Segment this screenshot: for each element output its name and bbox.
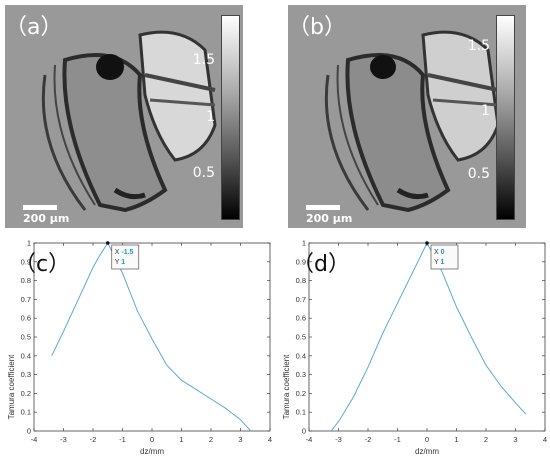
x-tick-label: 3	[513, 435, 517, 444]
y-tick-label: 0.9	[296, 257, 306, 266]
x-tick-label: -3	[335, 435, 342, 444]
colorbar-b-tick-high: 1.5	[467, 38, 490, 54]
x-tick-label: -2	[365, 435, 372, 444]
x-tick-label: 4	[543, 435, 547, 444]
y-tick-label: 0.8	[296, 276, 306, 285]
chart-d: -4 -3 -2 -1 0 1 2 3 4 0 0.1 0.2 0.3 0.4 0.5 0.6 0.7 0.8 0.…	[282, 239, 547, 457]
panel-label-c: （c）	[14, 252, 71, 277]
colorbar-b-tick-mid: 1	[481, 103, 490, 119]
y-tick-label: 0.9	[21, 257, 31, 266]
sample-image-a	[5, 5, 243, 228]
x-tick-label: 4	[268, 435, 272, 444]
x-axis-label: dz/mm	[140, 447, 164, 456]
x-tick-label: 2	[484, 435, 488, 444]
y-tick-label: 0.6	[296, 314, 306, 323]
colorbar-a-tick-high: 1.5	[192, 52, 215, 68]
x-tick-label: 1	[179, 435, 183, 444]
y-tick-label: 1	[302, 239, 306, 248]
image-panel-a: （a） 200 μm 1.5 1 0.5	[5, 5, 243, 228]
sample-image-b	[288, 5, 526, 228]
colorbar-a-tick-mid: 1	[206, 109, 215, 125]
datatip-y: Y 1	[115, 259, 126, 266]
y-tick-label: 0.7	[296, 295, 306, 304]
datatip-marker	[425, 241, 429, 245]
datatip-box	[111, 244, 140, 270]
image-panel-b: （b） 200 μm 1.5 1 0.5	[288, 5, 526, 228]
y-tick-label: 0.5	[21, 333, 31, 342]
panel-label-b: （b）	[288, 15, 346, 40]
y-tick-label: 0.1	[296, 408, 306, 417]
y-tick-label: 0.5	[296, 333, 306, 342]
plot-area	[33, 242, 271, 432]
x-tick-label: -2	[90, 435, 97, 444]
x-tick-label: -4	[31, 435, 38, 444]
colorbar-b-tick-low: 0.5	[467, 166, 490, 182]
colorbar-a-tick-low: 0.5	[192, 165, 215, 181]
scale-bar-a	[23, 205, 57, 210]
datatip-x: X -1.5	[115, 249, 134, 256]
panel-label-d: （d）	[292, 252, 350, 277]
y-tick-label: 0.2	[21, 389, 31, 398]
y-tick-label: 0	[302, 427, 306, 436]
x-tick-label: -1	[119, 435, 126, 444]
datatip-x: X 0	[434, 249, 445, 256]
x-tick-label: 1	[454, 435, 458, 444]
y-tick-label: 0.8	[21, 276, 31, 285]
y-axis-label: Tamura coefficient	[7, 354, 16, 420]
datatip-box	[430, 244, 459, 270]
y-tick-label: 0.6	[21, 314, 31, 323]
y-tick-label: 0	[27, 427, 31, 436]
x-tick-label: -1	[394, 435, 401, 444]
x-tick-label: -4	[306, 435, 313, 444]
colorbar-b	[496, 15, 515, 220]
x-axis-label: dz/mm	[415, 447, 439, 456]
panel-label-a: （a）	[5, 15, 63, 40]
y-axis-label: Tamura coefficient	[282, 354, 291, 420]
datatip-y: Y 1	[434, 259, 445, 266]
x-tick-label: -3	[60, 435, 67, 444]
y-tick-label: 1	[27, 239, 31, 248]
x-tick-label: 2	[209, 435, 213, 444]
x-tick-label: 0	[150, 435, 154, 444]
x-tick-label: 3	[238, 435, 242, 444]
y-tick-label: 0.3	[21, 370, 31, 379]
y-tick-label: 0.3	[296, 370, 306, 379]
plot-area	[308, 242, 546, 432]
y-tick-label: 0.2	[296, 389, 306, 398]
colorbar-a	[221, 15, 240, 220]
x-tick-label: 0	[425, 435, 429, 444]
y-tick-label: 0.7	[21, 295, 31, 304]
y-tick-label: 0.4	[296, 351, 306, 360]
y-tick-label: 0.1	[21, 408, 31, 417]
scale-label-a: 200 μm	[23, 212, 70, 225]
y-tick-label: 0.4	[21, 351, 31, 360]
series-line	[51, 241, 252, 432]
scale-bar-b	[306, 205, 340, 210]
chart-c: -4 -3 -2 -1 0 1 2 3 4 0 0.1 0.2 0.3 0.4 0.5 0.6 0.7 0.8 0.…	[7, 239, 272, 457]
datatip-marker	[105, 241, 110, 245]
scale-label-b: 200 μm	[306, 212, 353, 225]
